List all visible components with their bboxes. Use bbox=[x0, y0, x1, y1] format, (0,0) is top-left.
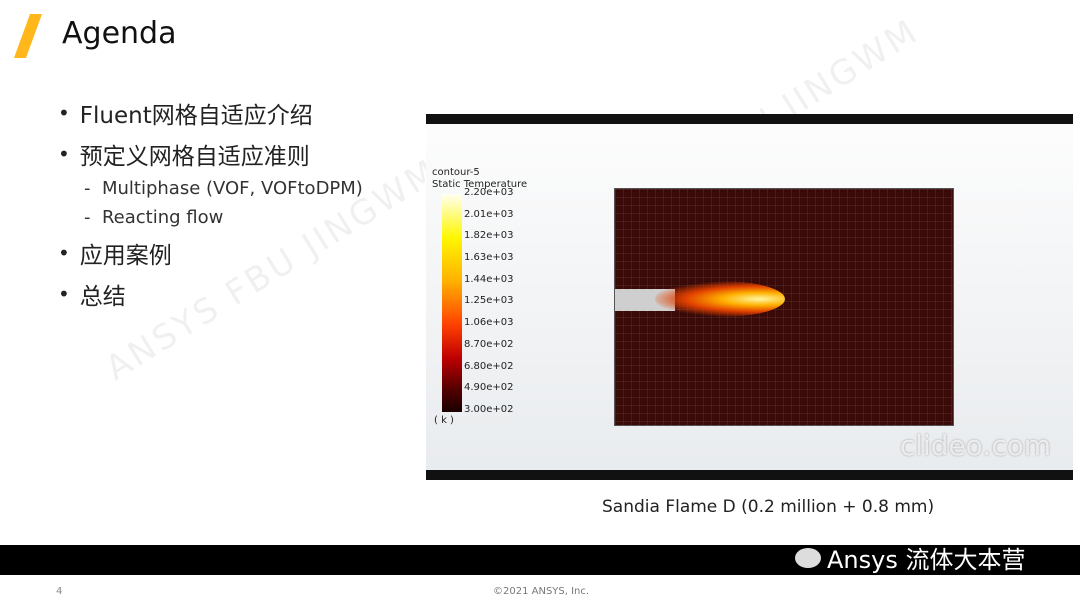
colorbar-tick: 1.63e+03 bbox=[464, 252, 514, 264]
agenda-item: • 预定义网格自适应准则 bbox=[58, 137, 363, 171]
agenda-subitem-label: Multiphase (VOF, VOFtoDPM) bbox=[101, 178, 363, 199]
video-letterbox-bottom bbox=[426, 470, 1073, 480]
colorbar-tick: 1.25e+03 bbox=[464, 295, 514, 307]
agenda-subitem: - Reacting flow bbox=[84, 207, 224, 228]
colorbar-tick: 1.82e+03 bbox=[464, 230, 514, 242]
agenda-list: • Fluent网格自适应介绍 • 预定义网格自适应准则 - Multiphase … bbox=[58, 96, 363, 318]
accent-slash bbox=[13, 14, 43, 58]
agenda-subitem-label: Reacting flow bbox=[101, 207, 224, 228]
copyright: ©2021 ANSYS, Inc. bbox=[493, 586, 590, 597]
colorbar-tick: 8.70e+02 bbox=[464, 338, 514, 350]
video-watermark: clideo.com bbox=[899, 429, 1051, 462]
agenda-item: • Fluent网格自适应介绍 bbox=[58, 96, 363, 130]
footer-bar bbox=[0, 545, 1080, 575]
agenda-item-label: 预定义网格自适应准则 bbox=[79, 144, 310, 170]
contour-legend-title: contour-5 Static Temperature bbox=[432, 167, 527, 191]
wechat-icon bbox=[795, 547, 821, 568]
colorbar-tick: 2.20e+03 bbox=[464, 187, 514, 198]
agenda-subitem: - Multiphase (VOF, VOFtoDPM) bbox=[84, 178, 363, 199]
contour-name: contour-5 bbox=[432, 167, 480, 178]
colorbar-ticks: 2.20e+03 2.01e+03 1.82e+03 1.63e+03 1.44… bbox=[464, 187, 514, 426]
agenda-item-label: 总结 bbox=[79, 284, 126, 310]
colorbar-tick: 6.80e+02 bbox=[464, 360, 514, 372]
agenda-item-label: Fluent网格自适应介绍 bbox=[79, 103, 313, 129]
colorbar bbox=[442, 194, 462, 412]
colorbar-tick: 4.90e+02 bbox=[464, 382, 514, 394]
colorbar-tick: 2.01e+03 bbox=[464, 208, 514, 220]
contour-quantity: Static Temperature bbox=[432, 179, 528, 190]
slide-title: Agenda bbox=[62, 16, 177, 51]
agenda-item-label: 应用案例 bbox=[79, 243, 172, 269]
temperature-contour-mesh bbox=[614, 188, 954, 426]
agenda-item: • 总结 bbox=[58, 277, 363, 311]
agenda-item: • 应用案例 bbox=[58, 236, 363, 270]
channel-watermark: Ansys 流体大本营 bbox=[795, 540, 1025, 575]
simulation-video[interactable]: contour-5 Static Temperature 2.20e+03 2.0… bbox=[426, 114, 1073, 480]
colorbar-unit: ( k ) bbox=[434, 415, 454, 426]
colorbar-tick: 1.44e+03 bbox=[464, 273, 514, 285]
colorbar-tick: 3.00e+02 bbox=[464, 403, 514, 415]
flame bbox=[655, 281, 785, 317]
figure-caption: Sandia Flame D (0.2 million + 0.8 mm) bbox=[602, 497, 935, 517]
channel-name: Ansys 流体大本营 bbox=[827, 546, 1026, 574]
colorbar-tick: 1.06e+03 bbox=[464, 317, 514, 329]
video-letterbox-top bbox=[426, 114, 1073, 124]
page-number: 4 bbox=[56, 586, 63, 597]
